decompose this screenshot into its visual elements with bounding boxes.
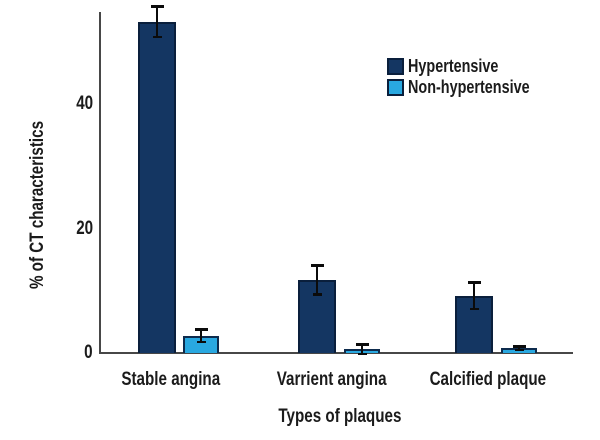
error-bar-cap-top <box>194 327 208 331</box>
bar-hypertensive-stable-angina <box>138 21 176 353</box>
error-bar-line <box>200 329 202 342</box>
legend-item-hypertensive: Hypertensive <box>387 56 560 76</box>
y-axis-title: % of CT characteristics <box>27 100 49 310</box>
error-bar-cap-bottom <box>469 307 479 311</box>
error-bar-cap-bottom <box>152 35 162 39</box>
y-tick-text: 0 <box>84 342 93 363</box>
error-bar-line <box>473 282 475 309</box>
error-bar-line <box>156 6 158 37</box>
legend-swatch-non-hypertensive <box>387 79 404 96</box>
error-bar-cap-bottom <box>357 352 367 356</box>
x-category-text: Varrient angina <box>277 369 387 390</box>
error-bar-cap-bottom <box>196 340 206 344</box>
legend-label-non-hypertensive: Non-hypertensive <box>408 77 560 97</box>
error-bar-line <box>361 344 363 354</box>
y-tick-text: 20 <box>76 217 93 239</box>
y-tick-label-40: 40 <box>0 93 93 115</box>
error-bar-cap-top <box>150 5 164 9</box>
legend-label-hypertensive: Hypertensive <box>408 56 521 76</box>
x-axis-line <box>99 352 573 354</box>
y-axis-line <box>99 12 101 354</box>
x-category-text: Calcified plaque <box>429 369 547 390</box>
y-axis-title-text: % of CT characteristics <box>27 120 48 290</box>
x-category-label-stable-angina: Stable angina <box>71 369 271 391</box>
x-category-text: Stable angina <box>121 369 221 390</box>
error-bar-line <box>316 265 318 295</box>
y-tick-label-20: 20 <box>0 218 93 240</box>
legend: Hypertensive Non-hypertensive <box>387 56 560 100</box>
x-category-label-varrient-angina: Varrient angina <box>232 369 432 391</box>
error-bar-cap-top <box>355 343 369 347</box>
y-tick-text: 40 <box>76 93 93 114</box>
x-category-label-calcified-plaque: Calcified plaque <box>388 369 588 391</box>
error-bar-cap-top <box>467 281 481 285</box>
y-tick-label-0: 0 <box>0 342 93 364</box>
error-bar-cap-top <box>512 344 526 348</box>
error-bar-cap-top <box>310 264 324 268</box>
legend-item-non-hypertensive: Non-hypertensive <box>387 77 560 97</box>
legend-label-text: Non-hypertensive <box>408 77 530 97</box>
legend-swatch-hypertensive <box>387 58 404 75</box>
x-axis-title: Types of plaques <box>240 406 440 428</box>
error-bar-cap-bottom <box>514 348 524 352</box>
x-axis-title-text: Types of plaques <box>278 406 402 427</box>
error-bar-cap-bottom <box>312 293 322 296</box>
legend-label-text: Hypertensive <box>408 56 499 76</box>
error-bar-line <box>518 346 520 350</box>
